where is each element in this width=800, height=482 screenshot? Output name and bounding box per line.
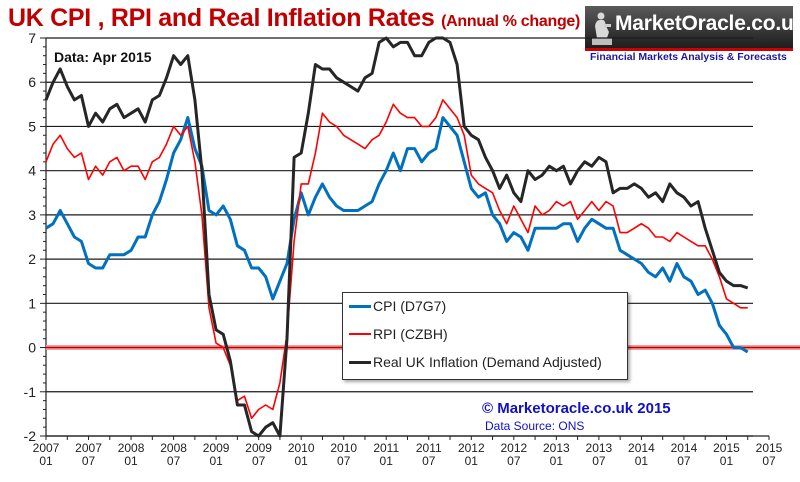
logo-text: MarketOracle.co.uk: [615, 12, 800, 35]
x-tick-label-month: 01: [465, 454, 479, 468]
x-axis-ticks: 2007012007072008012008072009012009072010…: [33, 436, 783, 468]
chart-title-main: UK CPI , RPI and Real Inflation Rates: [8, 4, 435, 32]
x-tick-label-year: 2009: [203, 441, 230, 455]
x-tick-label-month: 07: [167, 454, 181, 468]
x-tick-label-year: 2008: [160, 441, 187, 455]
x-tick-label-year: 2014: [628, 441, 655, 455]
y-tick-label: 6: [28, 74, 36, 90]
x-tick-label-year: 2007: [33, 441, 60, 455]
x-tick-label-month: 07: [422, 454, 436, 468]
x-tick-label-year: 2010: [288, 441, 315, 455]
x-tick-label-year: 2015: [713, 441, 740, 455]
legend-label-cpi: CPI (D7G7): [373, 298, 447, 314]
x-tick-label-year: 2010: [330, 441, 357, 455]
x-tick-label-month: 01: [124, 454, 138, 468]
statue-icon: [592, 12, 612, 45]
legend-label-real: Real UK Inflation (Demand Adjusted): [373, 354, 602, 370]
y-tick-label: -1: [24, 384, 37, 400]
data-source-text: Data Source: ONS: [485, 419, 585, 433]
legend: CPI (D7G7) RPI (CZBH) Real UK Inflation …: [342, 292, 628, 380]
data-date-annotation: Data: Apr 2015: [54, 49, 152, 65]
legend-item-rpi[interactable]: RPI (CZBH): [349, 324, 448, 344]
x-tick-label-year: 2007: [75, 441, 102, 455]
y-tick-label: 3: [28, 207, 36, 223]
x-tick-label-year: 2009: [245, 441, 272, 455]
series-line-cpi: [45, 116, 749, 354]
x-tick-label-year: 2011: [416, 441, 442, 455]
x-tick-label-year: 2014: [671, 441, 698, 455]
y-tick-label: -2: [24, 428, 37, 444]
x-tick-label-year: 2013: [543, 441, 570, 455]
x-tick-label-month: 01: [209, 454, 223, 468]
legend-swatch-real: [349, 360, 371, 364]
grid-lines: [46, 37, 753, 437]
y-tick-label: 7: [28, 30, 36, 46]
x-tick-label-year: 2011: [373, 441, 399, 455]
series-line-real: [44, 36, 749, 438]
x-tick-label-year: 2015: [756, 441, 783, 455]
y-tick-label: 2: [28, 251, 36, 267]
x-tick-label-month: 01: [550, 454, 564, 468]
legend-label-rpi: RPI (CZBH): [373, 326, 448, 342]
x-tick-label-month: 07: [762, 454, 776, 468]
y-tick-label: 0: [28, 340, 36, 356]
legend-swatch-rpi: [349, 333, 371, 335]
x-tick-label-year: 2012: [500, 441, 527, 455]
y-tick-label: 5: [28, 118, 36, 134]
x-tick-label-year: 2012: [458, 441, 485, 455]
series-line-rpi: [45, 99, 748, 420]
legend-item-real[interactable]: Real UK Inflation (Demand Adjusted): [349, 352, 602, 372]
x-tick-label-month: 07: [337, 454, 351, 468]
legend-swatch-cpi: [349, 304, 371, 308]
series-lines: [44, 36, 749, 438]
y-tick-label: 1: [28, 295, 36, 311]
x-tick-label-month: 01: [380, 454, 394, 468]
chart-title-subtitle: (Annual % change): [441, 13, 581, 30]
marketoracle-logo[interactable]: MarketOracle.co.uk: [585, 6, 800, 51]
y-tick-label: 4: [28, 163, 36, 179]
chart-title: UK CPI , RPI and Real Inflation Rates (A…: [8, 4, 580, 33]
copyright-text: © Marketoracle.co.uk 2015: [482, 400, 671, 417]
x-tick-label-year: 2013: [586, 441, 613, 455]
logo-tagline: Financial Markets Analysis & Forecasts: [590, 51, 787, 63]
x-tick-label-month: 01: [720, 454, 734, 468]
x-tick-label-month: 07: [507, 454, 521, 468]
legend-item-cpi[interactable]: CPI (D7G7): [349, 296, 446, 316]
x-tick-label-month: 01: [39, 454, 53, 468]
x-tick-label-month: 01: [294, 454, 308, 468]
x-tick-label-month: 01: [635, 454, 649, 468]
x-tick-label-month: 07: [82, 454, 96, 468]
x-tick-label-year: 2008: [118, 441, 145, 455]
x-tick-label-month: 07: [677, 454, 691, 468]
x-tick-label-month: 07: [252, 454, 266, 468]
x-tick-label-month: 07: [592, 454, 606, 468]
y-axis-ticks: 7 6 5 4 3 2 1 0 -1 -2: [24, 30, 46, 444]
